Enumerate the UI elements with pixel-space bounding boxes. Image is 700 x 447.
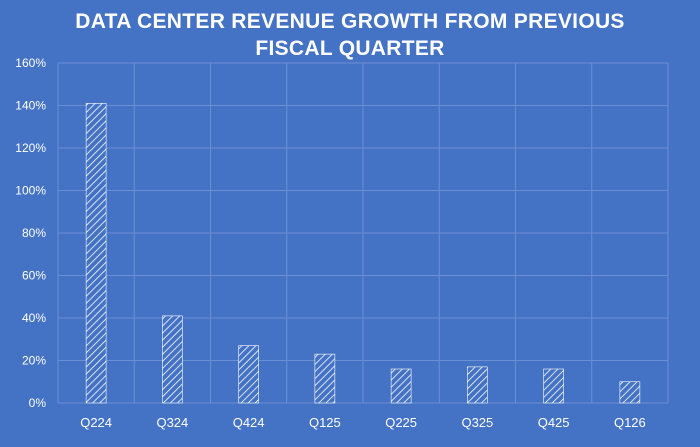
x-tick-label: Q224 bbox=[80, 415, 112, 430]
y-tick-label: 160% bbox=[15, 56, 46, 70]
bar-q224 bbox=[85, 103, 107, 404]
y-tick-label: 0% bbox=[29, 396, 47, 410]
chart-title: DATA CENTER REVENUE GROWTH FROM PREVIOUS… bbox=[0, 8, 700, 62]
bar-q324 bbox=[162, 315, 183, 404]
bar-q424 bbox=[238, 345, 259, 404]
x-axis: Q224 Q324 Q424 Q125 Q225 Q325 Q425 Q126 bbox=[80, 415, 646, 430]
x-tick-label: Q425 bbox=[538, 415, 570, 430]
gridlines bbox=[57, 62, 669, 404]
x-tick-label: Q225 bbox=[385, 415, 417, 430]
x-tick-label: Q424 bbox=[233, 415, 265, 430]
x-tick-label: Q125 bbox=[309, 415, 341, 430]
x-tick-label: Q325 bbox=[461, 415, 493, 430]
y-tick-label: 20% bbox=[22, 354, 46, 368]
y-tick-label: 120% bbox=[15, 141, 46, 155]
y-tick-label: 140% bbox=[15, 99, 46, 113]
chart-title-line-1: DATA CENTER REVENUE GROWTH FROM PREVIOUS bbox=[75, 10, 625, 33]
bar-q425 bbox=[543, 368, 564, 404]
bar-q126 bbox=[619, 381, 641, 404]
chart-title-line-2: FISCAL QUARTER bbox=[255, 37, 445, 60]
bar-q125 bbox=[314, 353, 336, 404]
bars bbox=[85, 103, 641, 404]
y-tick-label: 40% bbox=[22, 311, 46, 325]
x-tick-label: Q324 bbox=[156, 415, 188, 430]
y-tick-label: 60% bbox=[22, 269, 46, 283]
x-tick-label: Q126 bbox=[614, 415, 646, 430]
y-tick-label: 80% bbox=[22, 226, 46, 240]
bar-q225 bbox=[390, 368, 412, 404]
bar-q325 bbox=[467, 366, 488, 404]
y-tick-label: 100% bbox=[15, 184, 46, 198]
y-axis: 0% 20% 40% 60% 80% 100% 120% 140% 160% bbox=[15, 56, 46, 410]
